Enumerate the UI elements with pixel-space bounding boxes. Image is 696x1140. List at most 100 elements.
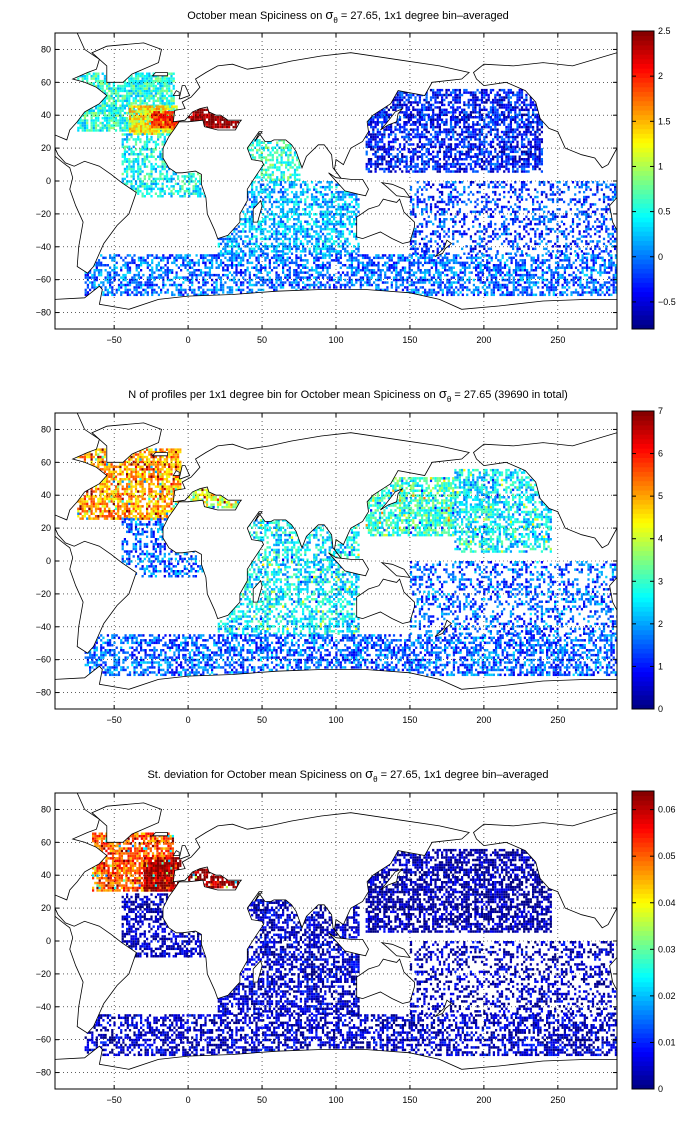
data-cell (168, 84, 171, 88)
data-cell (469, 113, 473, 117)
data-cell (414, 98, 417, 102)
data-cell (288, 200, 291, 204)
data-cell (298, 178, 301, 181)
data-cell (299, 190, 303, 194)
data-cell (416, 103, 419, 107)
data-cell (251, 183, 254, 186)
data-cell (536, 121, 539, 124)
data-cell (268, 195, 271, 199)
data-cell (155, 121, 158, 124)
data-cell (99, 107, 102, 110)
data-cell (228, 237, 232, 241)
data-cell (449, 128, 453, 131)
data-cell (346, 252, 349, 255)
data-cell (258, 156, 261, 159)
data-cell (454, 195, 457, 199)
data-cell (319, 190, 322, 194)
data-cell (438, 128, 442, 131)
data-cell (121, 99, 124, 103)
data-cell (507, 200, 510, 204)
data-cell (282, 230, 285, 233)
data-cell (265, 173, 268, 177)
data-cell (199, 180, 202, 183)
data-cell (94, 79, 98, 83)
data-cell (279, 198, 283, 201)
data-cell (293, 183, 296, 186)
data-cell (146, 115, 149, 118)
data-cell (374, 143, 377, 146)
data-cell (498, 155, 501, 158)
data-cell (458, 98, 462, 102)
data-cell (286, 203, 289, 206)
data-cell (126, 145, 129, 149)
data-cell (123, 111, 127, 115)
data-cell (474, 103, 477, 107)
data-cell (409, 150, 413, 154)
data-cell (162, 130, 165, 133)
data-cell (367, 123, 371, 126)
data-cell (154, 145, 158, 149)
data-cell (139, 82, 142, 85)
data-cell (140, 112, 143, 116)
data-cell (161, 102, 164, 105)
data-cell (264, 200, 267, 204)
data-cell (520, 162, 524, 166)
data-cell (264, 252, 267, 255)
data-cell (527, 130, 530, 134)
data-cell (507, 252, 510, 255)
data-cell (251, 200, 254, 204)
data-cell (540, 232, 544, 236)
data-cell (456, 96, 459, 99)
data-cell (344, 240, 347, 243)
data-cell (458, 150, 462, 154)
data-cell (540, 150, 544, 154)
data-cell (443, 200, 446, 204)
data-cell (289, 163, 292, 167)
data-cell (304, 183, 307, 186)
data-cell (150, 167, 153, 171)
data-cell (128, 110, 132, 113)
data-cell (394, 108, 397, 112)
data-cell (494, 128, 497, 131)
data-cell (427, 158, 430, 161)
data-cell (509, 135, 513, 139)
data-cell (465, 113, 468, 117)
data-cell (106, 109, 109, 112)
data-cell (474, 160, 477, 163)
data-cell (532, 121, 535, 124)
data-cell (265, 158, 268, 162)
data-cell (425, 93, 428, 97)
data-cell (514, 106, 517, 109)
data-cell (251, 250, 254, 253)
data-cell (226, 250, 229, 253)
data-cell (313, 185, 316, 189)
data-cell (339, 190, 342, 194)
data-cell (278, 139, 281, 142)
data-cell (476, 103, 479, 107)
data-cell (134, 72, 138, 75)
data-cell (536, 140, 539, 144)
data-cell (253, 195, 256, 199)
data-cell (370, 135, 373, 139)
data-cell (489, 247, 493, 251)
data-cell (237, 247, 240, 251)
data-cell (505, 232, 508, 236)
data-cell (414, 135, 417, 139)
data-cell (427, 148, 430, 151)
data-cell (458, 153, 462, 156)
data-cell (492, 145, 495, 149)
data-cell (549, 252, 552, 255)
data-cell (427, 106, 430, 109)
data-cell (480, 150, 484, 154)
data-cell (523, 125, 526, 129)
data-cell (262, 183, 265, 186)
data-cell (282, 235, 285, 238)
data-cell (543, 222, 546, 226)
data-cell (465, 167, 468, 171)
data-cell (543, 247, 546, 251)
data-cell (286, 200, 289, 204)
data-cell (445, 153, 448, 156)
data-cell (288, 242, 291, 246)
data-cell (142, 120, 145, 123)
data-cell (288, 250, 291, 253)
